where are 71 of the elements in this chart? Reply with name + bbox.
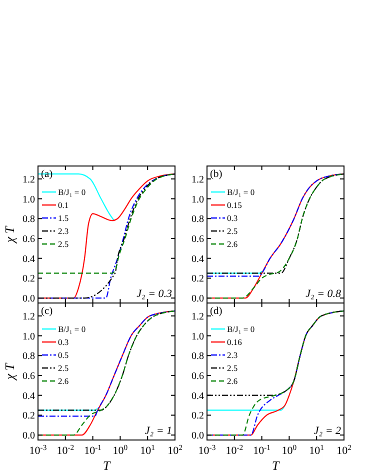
y-tick-label: 1.2: [22, 174, 35, 186]
y-tick-label: 0.2: [192, 274, 204, 285]
y-tick-label: 1.0: [192, 194, 204, 206]
y-tick-label: 0.0: [22, 294, 35, 305]
y-tick-label: 0.0: [192, 430, 204, 442]
y-tick-label: 0.2: [192, 410, 204, 422]
legend-label: 0.15: [227, 200, 242, 210]
y-tick-label: 1.0: [22, 331, 35, 342]
y-tick-label: 0.8: [192, 351, 204, 362]
y-tick-label: 0.6: [192, 234, 204, 245]
x-tick-label: 10$^{1}$: [309, 442, 324, 457]
y-axis-title: χ T: [2, 362, 17, 382]
x-tick-label: 10$^{-3}$: [198, 442, 216, 457]
y-tick-label: 0.0: [192, 294, 204, 305]
legend-label: 2.3: [58, 226, 69, 236]
annotation: J₂ = 2: [314, 425, 342, 437]
y-tick-label: 0.2: [22, 274, 35, 285]
y-tick-label: 0.4: [22, 390, 35, 402]
y-tick-label: 0.4: [192, 254, 204, 265]
legend-label: B/J₁ = 0: [227, 187, 255, 197]
x-tick-label: 10$^{-1}$: [253, 442, 271, 457]
y-tick-label: 1.0: [192, 331, 204, 342]
y-tick-label: 0.8: [22, 351, 35, 362]
y-tick-label: 0.6: [22, 234, 35, 245]
x-tick-label: 10$^{0}$: [112, 442, 128, 457]
x-axis-title: T: [102, 458, 111, 473]
legend-label: B/J₁ = 0: [58, 187, 86, 197]
y-tick-label: 1.2: [22, 311, 35, 322]
x-tick-label: 10$^{2}$: [336, 442, 352, 457]
y-tick-label: 0.2: [22, 410, 35, 422]
y-tick-label: 0.4: [22, 254, 35, 265]
y-tick-label: 1.2: [192, 311, 204, 322]
legend-label: 0.5: [58, 350, 69, 360]
legend-label: 2.6: [58, 376, 69, 386]
legend-label: 0.16: [227, 337, 242, 347]
annotation: J₂ = 1: [144, 425, 172, 437]
x-tick-label: 10$^{-2}$: [226, 442, 244, 457]
y-tick-label: 0.4: [192, 390, 204, 402]
legend-label: 1.5: [58, 213, 69, 223]
y-tick-label: 0.0: [22, 430, 35, 442]
legend-label: 2.5: [227, 363, 238, 373]
x-tick-label: 10$^{-2}$: [56, 442, 74, 457]
x-tick-label: 10$^{-3}$: [29, 442, 47, 457]
annotation: (c): [41, 306, 54, 317]
legend-label: 2.5: [58, 363, 69, 373]
legend-label: B/J₁ = 0: [58, 324, 86, 334]
legend-label: 0.3: [58, 337, 69, 347]
y-tick-label: 0.6: [192, 370, 204, 382]
y-tick-label: 0.8: [192, 214, 204, 226]
y-tick-label: 0.6: [22, 370, 35, 382]
legend-label: 0.1: [58, 200, 69, 210]
y-axis-title: χ T: [2, 226, 17, 245]
y-tick-label: 0.8: [22, 214, 35, 226]
y-tick-label: 1.0: [22, 194, 35, 206]
legend-label: 2.5: [227, 226, 238, 236]
x-tick-label: 10$^{-1}$: [84, 442, 102, 457]
x-tick-label: 10$^{2}$: [168, 442, 183, 457]
legend-label: 2.6: [227, 239, 238, 249]
annotation: (b): [210, 169, 223, 180]
legend-label: 0.3: [227, 213, 238, 223]
legend-label: 2.3: [227, 350, 238, 360]
annotation: J₂ = 0.3: [136, 288, 172, 300]
x-tick-label: 10$^{1}$: [140, 442, 156, 457]
annotation: (d): [210, 306, 223, 317]
annotation: J₂ = 0.8: [306, 288, 342, 300]
x-axis-title: T: [272, 458, 280, 473]
legend-label: B/J₁ = 0: [227, 324, 255, 334]
legend-label: 2.5: [58, 239, 69, 249]
x-tick-label: 10$^{0}$: [282, 442, 297, 457]
legend-label: 2.6: [227, 376, 238, 386]
y-tick-label: 1.2: [192, 174, 204, 186]
